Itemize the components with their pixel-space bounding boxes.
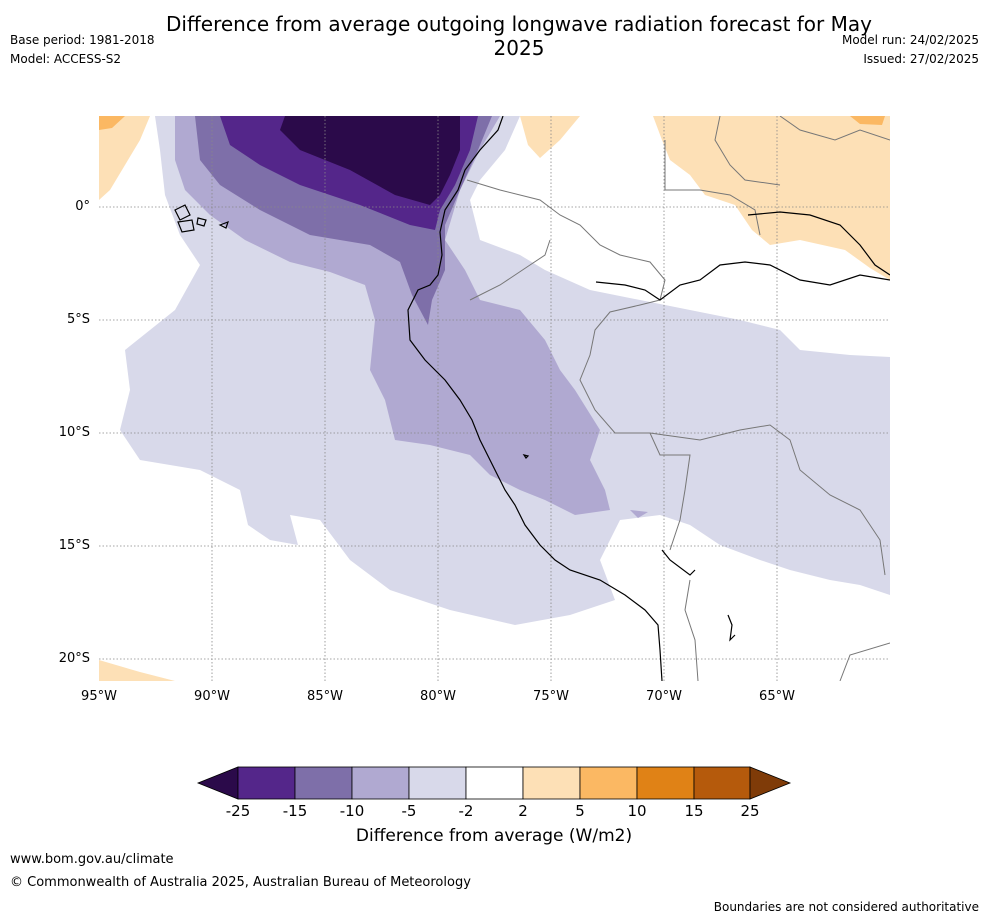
colorbar-swatch-8 xyxy=(636,766,695,800)
colorbar-swatch-6 xyxy=(522,766,581,800)
colorbar-swatch-5 xyxy=(465,766,524,800)
colorbar-tick: 2 xyxy=(518,802,528,820)
country-borders xyxy=(466,116,890,681)
lat-tick-10s: 10°S xyxy=(58,425,90,440)
colorbar-swatch-4 xyxy=(408,766,467,800)
colorbar-label: Difference from average (W/m2) xyxy=(355,826,633,846)
lat-tick-0: 0° xyxy=(75,199,90,214)
colorbar-swatch-3 xyxy=(351,766,410,800)
colorbar-swatch-max xyxy=(749,766,792,800)
lat-tick-15s: 15°S xyxy=(58,538,90,553)
lon-tick-70w: 70°W xyxy=(646,689,682,704)
lon-tick-85w: 85°W xyxy=(307,689,343,704)
footer-copyright: © Commonwealth of Australia 2025, Austra… xyxy=(10,875,471,890)
colorbar-tick: 5 xyxy=(575,802,585,820)
positive-anomaly-region-nw xyxy=(99,116,150,200)
colorbar-tick: -2 xyxy=(458,802,474,820)
colorbar-tick: -15 xyxy=(282,802,308,820)
colorbar-swatch-9 xyxy=(693,766,751,800)
colorbar-tick: 10 xyxy=(627,802,647,820)
map-title: Difference from average outgoing longwav… xyxy=(166,12,872,60)
colorbar-tick: -25 xyxy=(225,802,251,820)
model-text: Model: ACCESS-S2 xyxy=(10,52,122,66)
positive-anomaly-region-ne xyxy=(850,116,885,125)
coastline xyxy=(174,116,890,681)
positive-anomaly-region-coast xyxy=(520,116,580,158)
positive-anomaly-region-north xyxy=(653,116,890,280)
colorbar-swatch-2 xyxy=(294,766,353,800)
colorbar-tick: 25 xyxy=(740,802,760,820)
colorbar-swatch-1 xyxy=(237,766,296,800)
lat-tick-5s: 5°S xyxy=(66,312,90,327)
lon-tick-65w: 65°W xyxy=(759,689,795,704)
colorbar xyxy=(196,766,792,800)
lon-tick-95w: 95°W xyxy=(81,689,117,704)
lon-tick-80w: 80°W xyxy=(420,689,456,704)
positive-anomaly-region-sw xyxy=(99,660,175,681)
map-fill-layer xyxy=(99,116,890,681)
colorbar-swatch-7 xyxy=(579,766,638,800)
base-period-text: Base period: 1981-2018 xyxy=(10,33,155,47)
lon-tick-75w: 75°W xyxy=(533,689,569,704)
lat-tick-20s: 20°S xyxy=(58,651,90,666)
issued-text: Issued: 27/02/2025 xyxy=(863,52,979,66)
positive-anomaly-region-nw-strong xyxy=(99,116,125,130)
negative-anomaly-region-small xyxy=(630,510,648,518)
model-run-text: Model run: 24/02/2025 xyxy=(841,33,979,47)
lon-tick-90w: 90°W xyxy=(194,689,230,704)
colorbar-swatch-min xyxy=(196,766,239,800)
colorbar-tick: -10 xyxy=(339,802,365,820)
footer-url: www.bom.gov.au/climate xyxy=(10,852,174,867)
colorbar-tick: -5 xyxy=(401,802,417,820)
colorbar-tick: 15 xyxy=(684,802,704,820)
boundaries-disclaimer: Boundaries are not considered authoritat… xyxy=(713,900,979,914)
map-gridlines xyxy=(99,116,890,681)
